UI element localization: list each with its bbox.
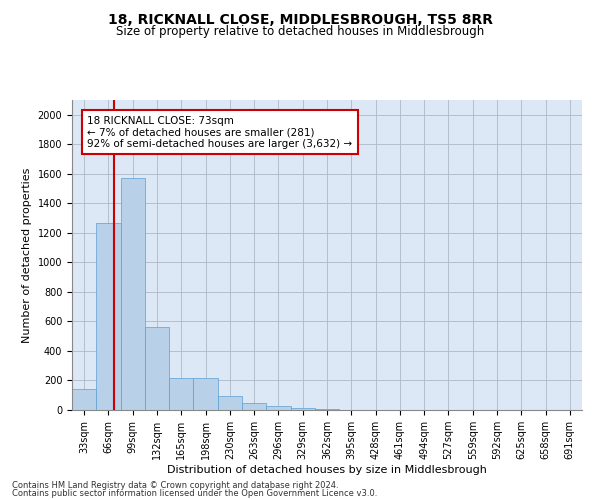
Bar bbox=[193, 378, 218, 410]
Text: Size of property relative to detached houses in Middlesbrough: Size of property relative to detached ho… bbox=[116, 25, 484, 38]
Y-axis label: Number of detached properties: Number of detached properties bbox=[22, 168, 32, 342]
Bar bbox=[242, 402, 266, 410]
Bar bbox=[169, 378, 193, 410]
Bar bbox=[96, 224, 121, 410]
Text: 18 RICKNALL CLOSE: 73sqm
← 7% of detached houses are smaller (281)
92% of semi-d: 18 RICKNALL CLOSE: 73sqm ← 7% of detache… bbox=[88, 116, 352, 148]
X-axis label: Distribution of detached houses by size in Middlesbrough: Distribution of detached houses by size … bbox=[167, 465, 487, 475]
Bar bbox=[315, 408, 339, 410]
Text: Contains HM Land Registry data © Crown copyright and database right 2024.: Contains HM Land Registry data © Crown c… bbox=[12, 481, 338, 490]
Text: 18, RICKNALL CLOSE, MIDDLESBROUGH, TS5 8RR: 18, RICKNALL CLOSE, MIDDLESBROUGH, TS5 8… bbox=[107, 12, 493, 26]
Bar bbox=[72, 390, 96, 410]
Bar bbox=[266, 406, 290, 410]
Bar bbox=[145, 326, 169, 410]
Bar bbox=[121, 178, 145, 410]
Text: Contains public sector information licensed under the Open Government Licence v3: Contains public sector information licen… bbox=[12, 488, 377, 498]
Bar bbox=[218, 396, 242, 410]
Bar bbox=[290, 408, 315, 410]
